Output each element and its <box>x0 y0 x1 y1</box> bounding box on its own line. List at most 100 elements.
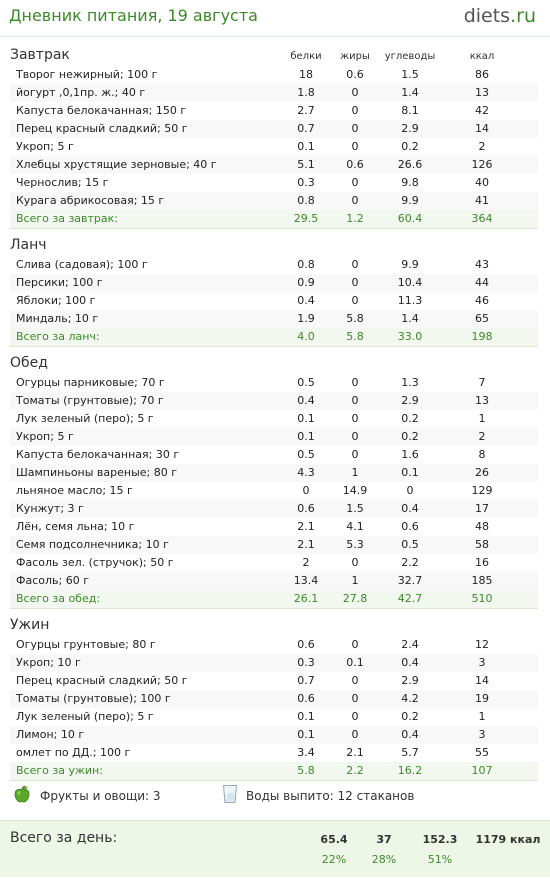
food-carbs: 4.2 <box>401 692 419 705</box>
food-kcal: 3 <box>478 728 486 741</box>
food-protein: 2.7 <box>297 104 315 117</box>
food-fat: 0 <box>351 412 359 425</box>
total-kcal: 364 <box>471 212 493 225</box>
total-carbs: 33.0 <box>397 330 423 343</box>
section-title: Ланч <box>10 237 47 253</box>
section-header: Ланч <box>0 234 550 256</box>
food-name: Кунжут; 3 г <box>16 502 84 515</box>
food-kcal: 12 <box>475 638 489 651</box>
food-row: Семя подсолнечника; 10 г 2.1 5.3 0.5 58 <box>10 536 538 555</box>
food-fat: 0 <box>351 376 359 389</box>
section-total-label: Всего за обед: <box>16 592 101 605</box>
food-fat: 0 <box>351 176 359 189</box>
food-carbs: 0.2 <box>401 430 419 443</box>
food-name: Укроп; 5 г <box>16 430 74 443</box>
section-title: Обед <box>10 355 48 371</box>
food-row: Лён, семя льна; 10 г 2.1 4.1 0.6 48 <box>10 518 538 537</box>
food-protein: 18 <box>299 68 313 81</box>
logo-main: diets <box>463 5 511 27</box>
section-total-row: Всего за ужин: 5.8 2.2 16.2 107 <box>10 762 538 781</box>
food-protein: 0.1 <box>297 710 315 723</box>
food-row: Укроп; 5 г 0.1 0 0.2 2 <box>10 138 538 157</box>
food-kcal: 126 <box>471 158 493 171</box>
food-row: Хлебцы хрустящие зерновые; 40 г 5.1 0.6 26.… <box>10 156 538 175</box>
food-name: Лук зеленый (перо); 5 г <box>16 710 154 723</box>
food-protein: 3.4 <box>297 746 315 759</box>
total-kcal: 198 <box>471 330 493 343</box>
food-fat: 0 <box>351 86 359 99</box>
section-total-label: Всего за ужин: <box>16 764 103 777</box>
day-total-label: Всего за день: <box>10 830 118 846</box>
section-total-row: Всего за ланч: 4.0 5.8 33.0 198 <box>10 328 538 347</box>
food-protein: 2 <box>302 556 310 569</box>
food-protein: 0.1 <box>297 430 315 443</box>
total-carbs: 16.2 <box>397 764 423 777</box>
food-protein: 0.7 <box>297 122 315 135</box>
food-name: Фасоль; 60 г <box>16 574 89 587</box>
section-title: Завтрак <box>10 47 70 63</box>
food-carbs: 1.6 <box>401 448 419 461</box>
food-kcal: 1 <box>478 412 486 425</box>
total-protein: 5.8 <box>297 764 315 777</box>
column-header-carbs: углеводы <box>384 51 436 62</box>
food-name: Огурцы грунтовые; 80 г <box>16 638 156 651</box>
section-header: Ужин <box>0 614 550 636</box>
food-name: Укроп; 10 г <box>16 656 81 669</box>
food-fat: 0 <box>351 692 359 705</box>
food-kcal: 17 <box>475 502 489 515</box>
food-protein: 0.1 <box>297 412 315 425</box>
water-glass-icon <box>222 785 238 803</box>
food-kcal: 86 <box>475 68 489 81</box>
total-protein: 29.5 <box>293 212 319 225</box>
food-kcal: 185 <box>471 574 493 587</box>
food-protein: 0.5 <box>297 448 315 461</box>
total-fat: 1.2 <box>346 212 364 225</box>
day-total-carbs: 152.3 <box>422 833 458 846</box>
food-name: Перец красный сладкий; 50 г <box>16 674 188 687</box>
food-protein: 0.7 <box>297 674 315 687</box>
food-name: Персики; 100 г <box>16 276 103 289</box>
food-protein: 0.3 <box>297 656 315 669</box>
food-name: Творог нежирный; 100 г <box>16 68 158 81</box>
food-row: Укроп; 10 г 0.3 0.1 0.4 3 <box>10 654 538 673</box>
food-row: Перец красный сладкий; 50 г 0.7 0 2.9 14 <box>10 672 538 691</box>
food-protein: 0.8 <box>297 194 315 207</box>
food-fat: 0 <box>351 104 359 117</box>
food-carbs: 9.9 <box>401 194 419 207</box>
section-total-row: Всего за обед: 26.1 27.8 42.7 510 <box>10 590 538 609</box>
section-header: Завтрак белки жиры углеводы ккал <box>0 44 550 66</box>
food-kcal: 41 <box>475 194 489 207</box>
food-row: Лук зеленый (перо); 5 г 0.1 0 0.2 1 <box>10 708 538 727</box>
food-name: Хлебцы хрустящие зерновые; 40 г <box>16 158 217 171</box>
food-fat: 0 <box>351 258 359 271</box>
site-logo[interactable]: diets.ru <box>464 5 536 27</box>
food-protein: 0.1 <box>297 728 315 741</box>
food-carbs: 0.4 <box>401 502 419 515</box>
food-kcal: 44 <box>475 276 489 289</box>
food-fat: 4.1 <box>346 520 364 533</box>
food-row: Кунжут; 3 г 0.6 1.5 0.4 17 <box>10 500 538 519</box>
food-kcal: 2 <box>478 430 486 443</box>
food-carbs: 32.7 <box>397 574 423 587</box>
food-fat: 0 <box>351 448 359 461</box>
total-kcal: 510 <box>471 592 493 605</box>
section-header: Обед <box>0 352 550 374</box>
food-carbs: 2.4 <box>401 638 419 651</box>
total-protein: 4.0 <box>297 330 315 343</box>
food-protein: 5.1 <box>297 158 315 171</box>
food-kcal: 48 <box>475 520 489 533</box>
food-fat: 0 <box>351 140 359 153</box>
food-name: Яблоки; 100 г <box>16 294 96 307</box>
food-kcal: 46 <box>475 294 489 307</box>
extras-bar: Фрукты и овощи: 3 Воды выпито: 12 стакан… <box>0 783 550 809</box>
food-protein: 0.6 <box>297 638 315 651</box>
total-fat: 2.2 <box>346 764 364 777</box>
food-fat: 0 <box>351 430 359 443</box>
water-count: Воды выпито: 12 стаканов <box>246 789 415 803</box>
food-kcal: 58 <box>475 538 489 551</box>
total-carbs: 60.4 <box>397 212 423 225</box>
food-row: льняное масло; 15 г 0 14.9 0 129 <box>10 482 538 501</box>
food-name: Фасоль зел. (стручок); 50 г <box>16 556 174 569</box>
food-row: Миндаль; 10 г 1.9 5.8 1.4 65 <box>10 310 538 329</box>
